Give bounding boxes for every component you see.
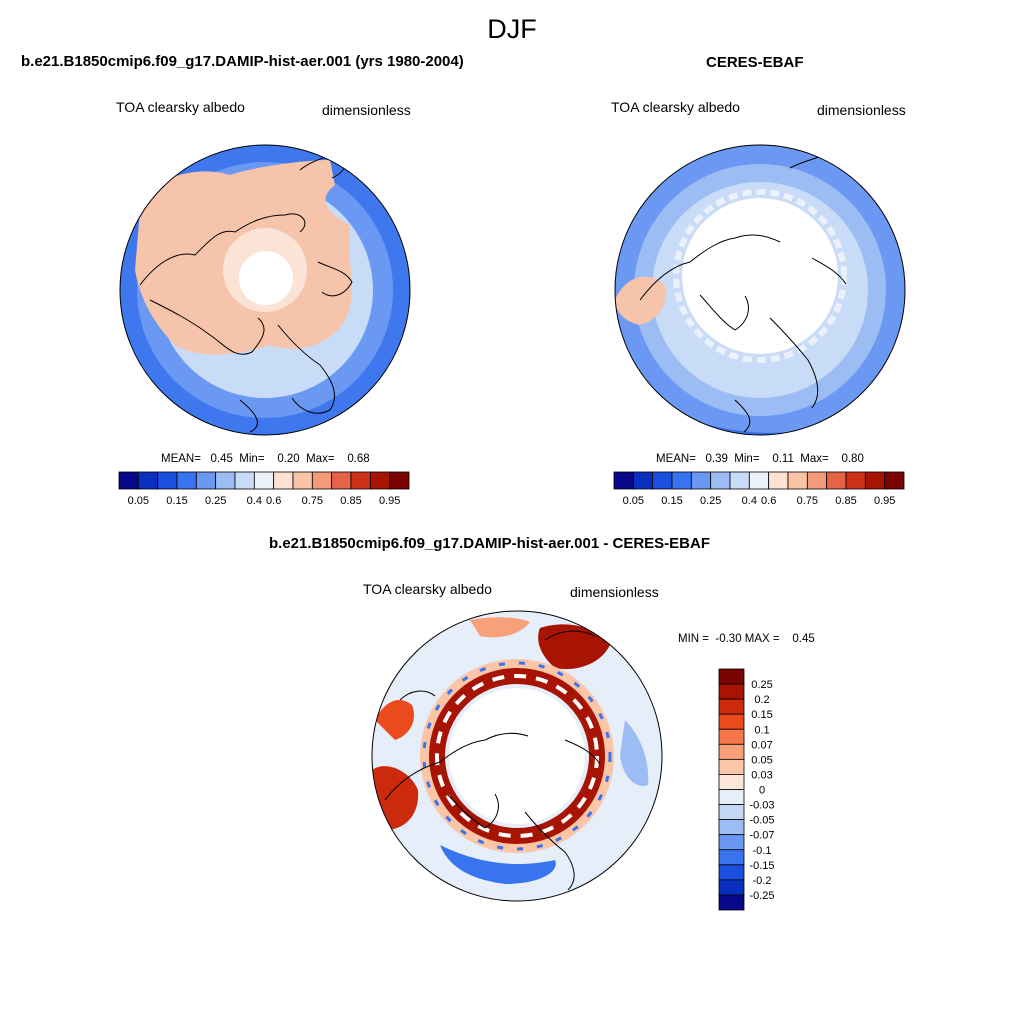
colorbar-swatch — [215, 471, 236, 490]
obs-polar-map — [614, 144, 906, 436]
colorbar-tick-label: 0.4 — [247, 495, 262, 507]
colorbar-tick-label: 0.95 — [379, 495, 400, 507]
colorbar-tick-label: 0.75 — [797, 495, 818, 507]
colorbar-swatch — [690, 471, 712, 490]
colorbar-swatch — [718, 683, 745, 700]
colorbar-swatch — [718, 849, 745, 866]
colorbar-tick-label: -0.1 — [753, 845, 772, 857]
colorbar-tick-label: 0.95 — [874, 495, 895, 507]
colorbar-swatch — [718, 864, 745, 881]
colorbar-swatch — [748, 471, 770, 490]
colorbar-swatch — [718, 789, 745, 805]
colorbar-tick-label: 0.2 — [754, 694, 769, 706]
colorbar-swatch — [718, 728, 745, 745]
colorbar-tick-label: 0.85 — [835, 495, 856, 507]
colorbar-swatch — [787, 471, 808, 490]
colorbar-tick-label: 0.75 — [302, 495, 323, 507]
colorbar-swatch — [718, 743, 745, 760]
obs-stats: MEAN= 0.39 Min= 0.11 Max= 0.80 — [656, 453, 864, 465]
colorbar-tick-label: -0.05 — [749, 815, 774, 827]
colorbar-tick-label: 0.6 — [266, 495, 281, 507]
colorbar-swatch — [157, 471, 178, 490]
colorbar-swatch — [806, 471, 828, 490]
colorbar-swatch — [826, 471, 847, 490]
model-stats: MEAN= 0.45 Min= 0.20 Max= 0.68 — [161, 453, 370, 465]
colorbar-tick-label: 0.05 — [751, 754, 772, 766]
colorbar-tick-label: 0 — [759, 785, 765, 797]
colorbar-swatch — [176, 471, 197, 490]
obs-units-label: dimensionless — [817, 102, 906, 118]
colorbar-swatch — [718, 894, 745, 911]
colorbar-swatch — [292, 471, 313, 490]
obs-colorbar: 0.05 0.15 0.25 0.4 0.6 0.75 0.85 0.95 — [613, 471, 905, 507]
colorbar-swatch — [253, 471, 275, 490]
colorbar-swatch — [718, 758, 745, 775]
diff-units-label: dimensionless — [570, 584, 659, 600]
colorbar-swatch — [718, 774, 745, 790]
colorbar-tick-label: 0.15 — [751, 709, 772, 721]
obs-variable-label: TOA clearsky albedo — [611, 99, 740, 115]
colorbar-swatch — [718, 698, 745, 715]
colorbar-tick-label: -0.03 — [749, 800, 774, 812]
colorbar-tick-label: -0.2 — [753, 875, 772, 887]
colorbar-swatch — [718, 668, 745, 685]
colorbar-swatch — [845, 471, 866, 490]
colorbar-swatch — [311, 471, 333, 490]
colorbar-swatch — [729, 471, 750, 490]
model-polar-map — [119, 144, 411, 436]
colorbar-swatch — [710, 471, 731, 490]
colorbar-swatch — [234, 471, 255, 490]
colorbar-tick-label: 0.1 — [754, 724, 769, 736]
colorbar-tick-label: 0.15 — [166, 495, 187, 507]
colorbar-tick-label: 0.85 — [340, 495, 361, 507]
colorbar-swatch — [331, 471, 352, 490]
colorbar-swatch — [389, 471, 410, 490]
colorbar-tick-label: 0.03 — [751, 769, 772, 781]
colorbar-tick-label: 0.4 — [742, 495, 757, 507]
colorbar-swatch — [884, 471, 905, 490]
colorbar-swatch — [369, 471, 391, 490]
diff-variable-label: TOA clearsky albedo — [363, 581, 492, 597]
colorbar-tick-label: 0.25 — [205, 495, 226, 507]
obs-panel-title: CERES-EBAF — [706, 54, 804, 71]
colorbar-swatch — [652, 471, 673, 490]
colorbar-tick-label: 0.15 — [661, 495, 682, 507]
colorbar-swatch — [718, 879, 745, 896]
diff-stats: MIN = -0.30 MAX = 0.45 — [678, 633, 815, 645]
colorbar-tick-label: 0.6 — [761, 495, 776, 507]
diff-colorbar: 0.25 0.2 0.15 0.1 0.07 0.05 0.03 0 -0.03 -0.05 -0.… — [718, 668, 775, 911]
colorbar-swatch — [195, 471, 217, 490]
colorbar-swatch — [671, 471, 692, 490]
colorbar-swatch — [350, 471, 371, 490]
colorbar-swatch — [718, 834, 745, 851]
colorbar-tick-label: 0.05 — [128, 495, 149, 507]
colorbar-swatch — [613, 471, 634, 490]
colorbar-tick-label: 0.25 — [700, 495, 721, 507]
colorbar-swatch — [718, 804, 745, 821]
colorbar-swatch — [632, 471, 654, 490]
colorbar-swatch — [137, 471, 159, 490]
diff-panel-title: b.e21.B1850cmip6.f09_g17.DAMIP-hist-aer.… — [269, 535, 710, 552]
colorbar-swatch — [864, 471, 886, 490]
colorbar-swatch — [118, 471, 139, 490]
colorbar-swatch — [273, 471, 294, 490]
colorbar-tick-label: 0.25 — [751, 679, 772, 691]
diff-polar-map — [371, 610, 663, 902]
model-variable-label: TOA clearsky albedo — [116, 99, 245, 115]
figure-title: DJF — [487, 14, 537, 44]
colorbar-tick-label: 0.07 — [751, 739, 772, 751]
model-panel-title: b.e21.B1850cmip6.f09_g17.DAMIP-hist-aer.… — [21, 53, 464, 70]
model-units-label: dimensionless — [322, 102, 411, 118]
colorbar-tick-label: -0.07 — [749, 830, 774, 842]
colorbar-swatch — [718, 819, 745, 836]
colorbar-tick-label: 0.05 — [623, 495, 644, 507]
colorbar-swatch — [768, 471, 789, 490]
colorbar-tick-label: -0.15 — [749, 860, 774, 872]
model-colorbar: 0.05 0.15 0.25 0.4 0.6 0.75 0.85 0.95 — [118, 471, 410, 507]
colorbar-swatch — [718, 713, 745, 730]
colorbar-tick-label: -0.25 — [749, 890, 774, 902]
